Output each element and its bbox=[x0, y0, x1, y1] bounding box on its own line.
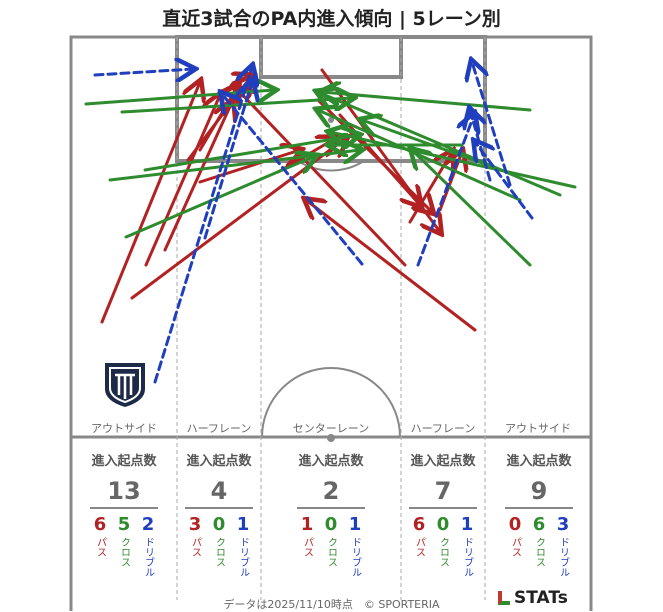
dribble-arrow-6 bbox=[472, 62, 512, 187]
cross-label: クロス bbox=[118, 537, 130, 567]
stat-header: 進入起点数 bbox=[91, 454, 157, 469]
dribble-arrow-5 bbox=[416, 115, 474, 267]
dribble-count: 3 bbox=[556, 514, 570, 535]
pass-arrow-4 bbox=[163, 102, 232, 252]
cross-label: クロス bbox=[437, 537, 449, 567]
lane-dividers bbox=[176, 37, 486, 600]
pass-count: 1 bbox=[300, 514, 314, 535]
pass-count: 3 bbox=[188, 514, 202, 535]
dribble-arrow-8 bbox=[470, 110, 492, 182]
cross-count: 0 bbox=[436, 514, 450, 535]
stat-header: 進入起点数 bbox=[410, 454, 476, 469]
pass-label: パス bbox=[301, 537, 313, 557]
dribble-label: ドリブル bbox=[349, 537, 361, 577]
dribble-arrow-7 bbox=[475, 142, 534, 220]
cross-arrow-12 bbox=[318, 110, 522, 202]
pass-label: パス bbox=[94, 537, 106, 557]
cross-count: 0 bbox=[212, 514, 226, 535]
pass-count: 6 bbox=[93, 514, 107, 535]
pass-label: パス bbox=[189, 537, 201, 557]
lane-label-1: アウトサイド bbox=[91, 422, 157, 435]
lane-labels: アウトサイド ハーフレーン センターレーン ハーフレーン アウトサイド bbox=[91, 422, 571, 435]
center-circle bbox=[261, 367, 401, 438]
lane-total: 9 bbox=[505, 477, 573, 509]
lane-stats-5: 進入起点数 9 0 パス 6 クロス 3 ドリブル bbox=[499, 450, 579, 577]
dribble-arrow-3 bbox=[203, 82, 252, 240]
dribble-arrow-1 bbox=[93, 69, 193, 75]
lane-label-5: アウトサイド bbox=[505, 422, 571, 435]
brand-logo: STATs bbox=[498, 588, 568, 608]
stats-logo-icon bbox=[498, 591, 510, 605]
cross-label: クロス bbox=[213, 537, 225, 567]
dribble-count: 1 bbox=[460, 514, 474, 535]
dribble-label: ドリブル bbox=[557, 537, 569, 577]
stat-header: 進入起点数 bbox=[186, 454, 252, 469]
center-spot bbox=[327, 434, 335, 442]
pass-label: パス bbox=[413, 537, 425, 557]
pass-count: 6 bbox=[412, 514, 426, 535]
cross-arrow-10 bbox=[143, 135, 358, 172]
lane-stats-2: 進入起点数 4 3 パス 0 クロス 1 ドリブル bbox=[179, 450, 259, 577]
lane-label-4: ハーフレーン bbox=[411, 422, 476, 435]
lane-total: 2 bbox=[297, 477, 365, 509]
dribble-count: 1 bbox=[348, 514, 362, 535]
cross-label: クロス bbox=[325, 537, 337, 567]
cross-count: 6 bbox=[532, 514, 546, 535]
lane-breakdown: 3 パス 0 クロス 1 ドリブル bbox=[179, 514, 259, 578]
dribble-label: ドリブル bbox=[142, 537, 154, 577]
pass-arrow-11 bbox=[306, 200, 477, 332]
dribble-label: ドリブル bbox=[461, 537, 473, 577]
lane-total: 13 bbox=[90, 477, 158, 509]
team-crest-icon bbox=[105, 363, 145, 407]
cross-count: 5 bbox=[117, 514, 131, 535]
cross-arrow-5 bbox=[330, 132, 577, 189]
footer-note: データは2025/11/10時点 © SPORTERIA bbox=[223, 598, 440, 611]
pass-arrow-2 bbox=[144, 95, 220, 267]
cross-label: クロス bbox=[533, 537, 545, 567]
dribble-count: 1 bbox=[236, 514, 250, 535]
lane-total: 4 bbox=[185, 477, 253, 509]
lane-breakdown: 6 パス 5 クロス 2 ドリブル bbox=[84, 514, 164, 578]
lane-label-2: ハーフレーン bbox=[187, 422, 252, 435]
lane-breakdown: 0 パス 6 クロス 3 ドリブル bbox=[499, 514, 579, 578]
pass-count: 0 bbox=[508, 514, 522, 535]
lane-label-3: センターレーン bbox=[293, 422, 369, 435]
pass-label: パス bbox=[509, 537, 521, 557]
cross-arrow-6 bbox=[412, 150, 532, 267]
lane-total: 7 bbox=[409, 477, 477, 509]
lane-stats-4: 進入起点数 7 6 パス 0 クロス 1 ドリブル bbox=[403, 450, 483, 577]
goal-area bbox=[259, 35, 403, 79]
chart-title: 直近3試合のPA内進入傾向 | 5レーン別 bbox=[162, 8, 501, 30]
lane-stats-1: 進入起点数 13 6 パス 5 クロス 2 ドリブル bbox=[84, 450, 164, 577]
arrows-layer bbox=[84, 62, 577, 384]
stat-header: 進入起点数 bbox=[298, 454, 364, 469]
lane-breakdown: 6 パス 0 クロス 1 ドリブル bbox=[403, 514, 483, 578]
dribble-count: 2 bbox=[141, 514, 155, 535]
stat-header: 進入起点数 bbox=[506, 454, 572, 469]
dribble-label: ドリブル bbox=[237, 537, 249, 577]
dribble-arrow-4 bbox=[222, 94, 364, 266]
dribble-arrow-2 bbox=[153, 67, 252, 384]
brand-name: STATs bbox=[514, 588, 568, 608]
lane-breakdown: 1 パス 0 クロス 1 ドリブル bbox=[291, 514, 371, 578]
lane-stats-3: 進入起点数 2 1 パス 0 クロス 1 ドリブル bbox=[291, 450, 371, 577]
pass-arrow-1 bbox=[100, 82, 200, 324]
pass-arrow-9 bbox=[236, 88, 407, 267]
cross-count: 0 bbox=[324, 514, 338, 535]
